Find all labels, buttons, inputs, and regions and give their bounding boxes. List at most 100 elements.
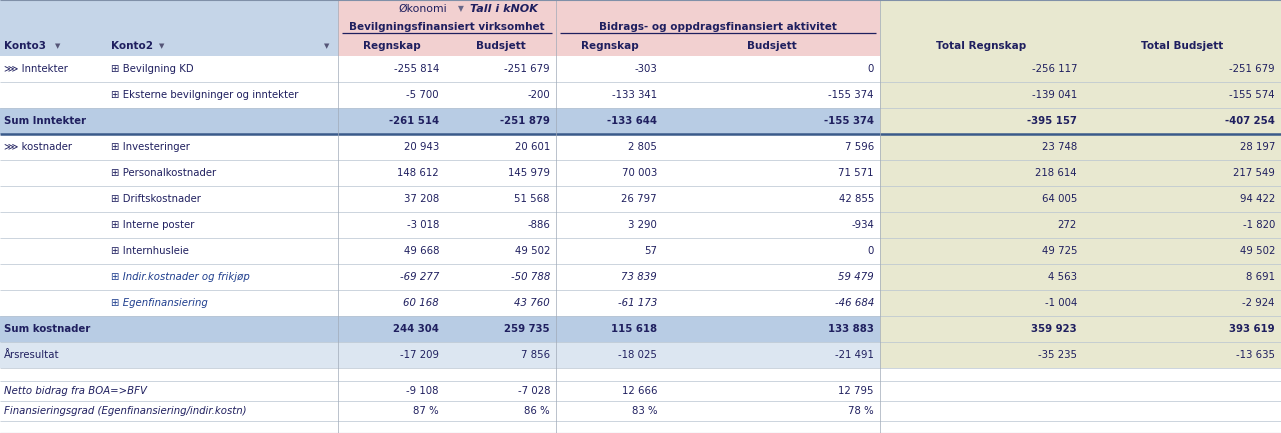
Text: -5 700: -5 700 bbox=[406, 90, 439, 100]
Text: -261 514: -261 514 bbox=[389, 116, 439, 126]
Text: 60 168: 60 168 bbox=[404, 298, 439, 308]
Bar bbox=[880, 56, 1281, 82]
Text: -133 644: -133 644 bbox=[607, 116, 657, 126]
Text: 4 563: 4 563 bbox=[1048, 272, 1077, 282]
Text: 217 549: 217 549 bbox=[1234, 168, 1275, 178]
Text: ⊞ Internhusleie: ⊞ Internhusleie bbox=[111, 246, 188, 256]
Bar bbox=[0, 381, 880, 401]
Bar bbox=[338, 36, 880, 56]
Bar bbox=[880, 401, 1281, 421]
Text: Total Budsjett: Total Budsjett bbox=[1141, 41, 1223, 51]
Text: 393 619: 393 619 bbox=[1230, 324, 1275, 334]
Text: ▼: ▼ bbox=[459, 4, 464, 13]
Text: Økonomi: Økonomi bbox=[398, 4, 447, 14]
Text: 272: 272 bbox=[1058, 220, 1077, 230]
Text: ⊞ Bevilgning KD: ⊞ Bevilgning KD bbox=[111, 64, 193, 74]
Text: 42 855: 42 855 bbox=[839, 194, 874, 204]
Text: -35 235: -35 235 bbox=[1038, 350, 1077, 360]
Text: Bevilgningsfinansiert virksomhet: Bevilgningsfinansiert virksomhet bbox=[350, 22, 544, 32]
Bar bbox=[880, 18, 1281, 36]
Text: 28 197: 28 197 bbox=[1240, 142, 1275, 152]
Text: ⊞ Eksterne bevilgninger og inntekter: ⊞ Eksterne bevilgninger og inntekter bbox=[111, 90, 298, 100]
Text: -155 374: -155 374 bbox=[824, 116, 874, 126]
Bar bbox=[880, 381, 1281, 401]
Text: -50 788: -50 788 bbox=[511, 272, 550, 282]
Text: -155 374: -155 374 bbox=[829, 90, 874, 100]
Text: 86 %: 86 % bbox=[524, 406, 550, 416]
Text: 244 304: 244 304 bbox=[393, 324, 439, 334]
Text: -139 041: -139 041 bbox=[1031, 90, 1077, 100]
Bar bbox=[0, 134, 880, 160]
Bar bbox=[0, 238, 880, 264]
Text: -2 924: -2 924 bbox=[1243, 298, 1275, 308]
Text: -303: -303 bbox=[634, 64, 657, 74]
Bar bbox=[0, 401, 880, 421]
Bar bbox=[0, 18, 338, 36]
Text: 148 612: 148 612 bbox=[397, 168, 439, 178]
Text: -7 028: -7 028 bbox=[518, 386, 550, 396]
Text: 49 725: 49 725 bbox=[1041, 246, 1077, 256]
Bar bbox=[0, 0, 338, 18]
Text: Konto3: Konto3 bbox=[4, 41, 46, 51]
Bar bbox=[880, 316, 1281, 342]
Bar bbox=[880, 160, 1281, 186]
Text: 49 502: 49 502 bbox=[515, 246, 550, 256]
Text: 64 005: 64 005 bbox=[1041, 194, 1077, 204]
Text: ⋙ kostnader: ⋙ kostnader bbox=[4, 142, 72, 152]
Bar bbox=[0, 264, 880, 290]
Text: ⊞ Interne poster: ⊞ Interne poster bbox=[111, 220, 195, 230]
Text: 359 923: 359 923 bbox=[1031, 324, 1077, 334]
Text: -9 108: -9 108 bbox=[406, 386, 439, 396]
Text: -46 684: -46 684 bbox=[835, 298, 874, 308]
Text: 87 %: 87 % bbox=[414, 406, 439, 416]
Text: 26 797: 26 797 bbox=[621, 194, 657, 204]
Text: Budsjett: Budsjett bbox=[475, 41, 525, 51]
Text: 20 943: 20 943 bbox=[404, 142, 439, 152]
Bar bbox=[0, 316, 880, 342]
Bar bbox=[0, 36, 338, 56]
Text: 83 %: 83 % bbox=[632, 406, 657, 416]
Text: 0: 0 bbox=[867, 64, 874, 74]
Text: -407 254: -407 254 bbox=[1225, 116, 1275, 126]
Text: -3 018: -3 018 bbox=[406, 220, 439, 230]
Text: 49 502: 49 502 bbox=[1240, 246, 1275, 256]
Text: 8 691: 8 691 bbox=[1246, 272, 1275, 282]
Text: -13 635: -13 635 bbox=[1236, 350, 1275, 360]
Text: Bidrags- og oppdragsfinansiert aktivitet: Bidrags- og oppdragsfinansiert aktivitet bbox=[600, 22, 836, 32]
Bar bbox=[338, 18, 556, 36]
Text: -133 341: -133 341 bbox=[612, 90, 657, 100]
Text: 20 601: 20 601 bbox=[515, 142, 550, 152]
Bar bbox=[880, 134, 1281, 160]
Text: ⊞ Investeringer: ⊞ Investeringer bbox=[111, 142, 190, 152]
Bar bbox=[0, 108, 880, 134]
Text: 43 760: 43 760 bbox=[514, 298, 550, 308]
Bar bbox=[880, 0, 1281, 18]
Bar bbox=[880, 238, 1281, 264]
Text: 70 003: 70 003 bbox=[621, 168, 657, 178]
Text: ▼: ▼ bbox=[55, 43, 60, 49]
Text: ⊞ Driftskostnader: ⊞ Driftskostnader bbox=[111, 194, 201, 204]
Bar bbox=[880, 264, 1281, 290]
Text: 73 839: 73 839 bbox=[621, 272, 657, 282]
Text: 2 805: 2 805 bbox=[628, 142, 657, 152]
Text: ⊞ Personalkostnader: ⊞ Personalkostnader bbox=[111, 168, 216, 178]
Text: 94 422: 94 422 bbox=[1240, 194, 1275, 204]
Bar bbox=[880, 36, 1281, 56]
Text: 49 668: 49 668 bbox=[404, 246, 439, 256]
Text: Konto2: Konto2 bbox=[111, 41, 152, 51]
Bar bbox=[0, 186, 880, 212]
Text: -69 277: -69 277 bbox=[400, 272, 439, 282]
Text: ▼: ▼ bbox=[159, 43, 164, 49]
Bar bbox=[0, 56, 880, 82]
Text: Netto bidrag fra BOA=>BFV: Netto bidrag fra BOA=>BFV bbox=[4, 386, 147, 396]
Text: -200: -200 bbox=[528, 90, 550, 100]
Text: Total Regnskap: Total Regnskap bbox=[936, 41, 1026, 51]
Bar bbox=[0, 82, 880, 108]
Text: -18 025: -18 025 bbox=[619, 350, 657, 360]
Bar bbox=[880, 342, 1281, 368]
Text: ⊞ Egenfinansiering: ⊞ Egenfinansiering bbox=[111, 298, 208, 308]
Text: ⊞ Indir.kostnader og frikjøp: ⊞ Indir.kostnader og frikjøp bbox=[111, 272, 250, 282]
Text: 37 208: 37 208 bbox=[404, 194, 439, 204]
Text: 133 883: 133 883 bbox=[828, 324, 874, 334]
Text: 145 979: 145 979 bbox=[509, 168, 550, 178]
